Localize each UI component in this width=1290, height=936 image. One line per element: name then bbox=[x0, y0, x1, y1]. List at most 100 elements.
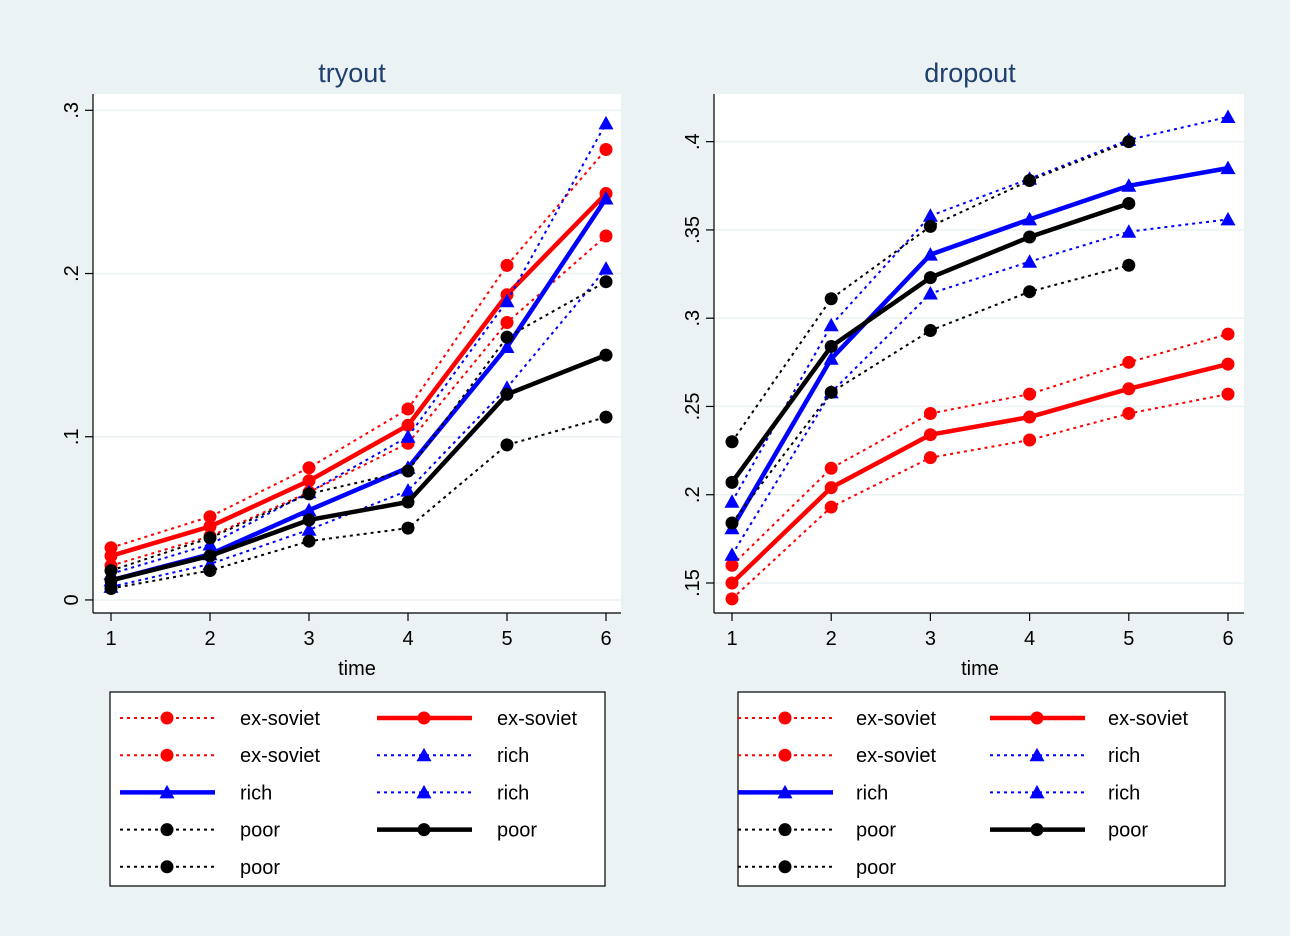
series-ex-soviet-point bbox=[725, 558, 739, 572]
series-poor-point bbox=[203, 531, 217, 545]
y-tick-label: .2 bbox=[61, 265, 83, 282]
series-rich-point bbox=[499, 293, 515, 308]
y-tick-label: .3 bbox=[682, 310, 704, 327]
series-rich-point bbox=[400, 429, 416, 443]
series-ex-soviet-point bbox=[1122, 355, 1136, 369]
series-dropout bbox=[724, 109, 1236, 606]
legend-label: rich bbox=[1108, 745, 1140, 767]
series-ex-soviet-point bbox=[401, 418, 415, 432]
panel-dropout: dropout .15 .2 .25 .3 .35 .4 1 2 3 4 5 6 time ex-so… bbox=[682, 58, 1244, 887]
legend-key-point bbox=[1029, 747, 1045, 762]
legend-entry-poor: poor bbox=[738, 857, 896, 879]
legend-label: rich bbox=[240, 782, 272, 804]
series-rich-point bbox=[400, 483, 416, 497]
series-poor-point bbox=[1023, 174, 1037, 187]
legend-entry-ex-soviet: ex-soviet bbox=[738, 745, 936, 767]
series-ex-soviet-point bbox=[824, 461, 838, 475]
series-ex-soviet-0 bbox=[725, 387, 1235, 606]
series-poor-point bbox=[302, 487, 316, 501]
series-ex-soviet-point bbox=[923, 407, 937, 421]
series-line-ex-soviet bbox=[110, 148, 607, 549]
x-tick-label: 6 bbox=[600, 628, 611, 650]
legend-label: ex-soviet bbox=[1108, 708, 1188, 730]
legend-label: ex-soviet bbox=[856, 745, 936, 767]
series-ex-soviet-point bbox=[401, 402, 415, 416]
legend-key-point bbox=[1030, 711, 1044, 725]
y-tick-label: 0 bbox=[61, 594, 83, 605]
series-ex-soviet-point bbox=[599, 229, 613, 243]
legend-entry-rich: rich bbox=[377, 782, 529, 804]
legend-box-tryout bbox=[109, 691, 606, 887]
series-ex-soviet-point bbox=[824, 481, 838, 495]
x-tick-label: 4 bbox=[1024, 628, 1035, 650]
series-rich-point bbox=[1121, 178, 1137, 192]
legend-label: ex-soviet bbox=[497, 708, 577, 730]
series-rich-point bbox=[598, 115, 614, 130]
y-tick-label: .1 bbox=[61, 428, 83, 445]
x-tick-label: 1 bbox=[726, 628, 737, 650]
legend-key-point bbox=[416, 747, 432, 762]
series-poor-point bbox=[824, 292, 838, 306]
series-rich-point bbox=[1220, 160, 1236, 175]
series-ex-soviet-point bbox=[725, 576, 739, 590]
axes-dropout: .15 .2 .25 .3 .35 .4 1 2 3 4 5 6 bbox=[682, 94, 1244, 650]
series-poor-point bbox=[725, 475, 739, 489]
series-ex-soviet-point bbox=[1023, 410, 1037, 424]
chart-title-dropout: dropout bbox=[924, 58, 1016, 88]
series-poor-point bbox=[500, 438, 514, 452]
legend-key-point bbox=[160, 823, 174, 837]
legend-entry-poor: poor bbox=[120, 820, 280, 842]
series-ex-soviet-point bbox=[203, 510, 217, 524]
series-rich-point bbox=[301, 522, 317, 536]
series-ex-soviet-2 bbox=[725, 327, 1235, 572]
legend-label: poor bbox=[856, 857, 896, 879]
legend-entry-ex-soviet: ex-soviet bbox=[738, 708, 936, 730]
legend-key-point bbox=[416, 784, 432, 799]
series-rich-point bbox=[598, 190, 614, 205]
series-rich-point bbox=[922, 208, 938, 222]
series-poor-point bbox=[725, 516, 739, 530]
series-ex-soviet-point bbox=[302, 461, 316, 475]
axes-tryout: 0 .1 .2 .3 1 2 3 4 5 6 bbox=[61, 94, 621, 650]
series-ex-soviet-point bbox=[824, 500, 838, 514]
series-ex-soviet-point bbox=[1023, 433, 1037, 447]
series-line-ex-soviet bbox=[110, 191, 608, 559]
legend-label: ex-soviet bbox=[240, 745, 320, 767]
series-ex-soviet-point bbox=[302, 474, 316, 488]
series-poor-point bbox=[824, 385, 838, 399]
legend-key-point bbox=[778, 748, 792, 762]
legend-key-point bbox=[417, 711, 431, 725]
x-tick-label: 5 bbox=[1123, 628, 1134, 650]
legend-label: poor bbox=[497, 820, 537, 842]
series-poor-point bbox=[1122, 258, 1136, 272]
series-poor-point bbox=[302, 534, 316, 548]
legend-box-dropout bbox=[737, 691, 1226, 887]
series-line-ex-soviet bbox=[110, 235, 607, 567]
legend-label: rich bbox=[497, 745, 529, 767]
x-tick-label: 3 bbox=[925, 628, 936, 650]
series-ex-soviet-point bbox=[1122, 407, 1136, 421]
series-line-ex-soviet bbox=[731, 333, 1229, 567]
series-poor-point bbox=[1122, 196, 1136, 210]
legend-key-point bbox=[778, 711, 792, 725]
series-poor-point bbox=[203, 564, 217, 578]
y-tick-label: .25 bbox=[682, 393, 704, 421]
y-tick-label: .35 bbox=[682, 216, 704, 244]
legend-entry-ex-soviet: ex-soviet bbox=[120, 745, 320, 767]
chart-title-tryout: tryout bbox=[318, 58, 386, 88]
series-ex-soviet-1 bbox=[725, 357, 1235, 590]
series-line-poor bbox=[110, 353, 607, 583]
series-poor-point bbox=[599, 348, 613, 362]
series-poor-point bbox=[923, 271, 937, 285]
plot-area-tryout bbox=[93, 94, 621, 613]
x-tick-label: 4 bbox=[402, 628, 413, 650]
series-ex-soviet-point bbox=[1221, 387, 1235, 401]
legend-entry-rich: rich bbox=[990, 782, 1140, 804]
series-rich-point bbox=[1121, 224, 1137, 238]
series-line-ex-soviet bbox=[730, 361, 1229, 585]
x-tick-label: 3 bbox=[303, 628, 314, 650]
series-rich-4 bbox=[724, 160, 1236, 535]
series-line-rich bbox=[731, 115, 1229, 503]
series-poor-point bbox=[500, 387, 514, 401]
series-poor-point bbox=[401, 464, 415, 478]
